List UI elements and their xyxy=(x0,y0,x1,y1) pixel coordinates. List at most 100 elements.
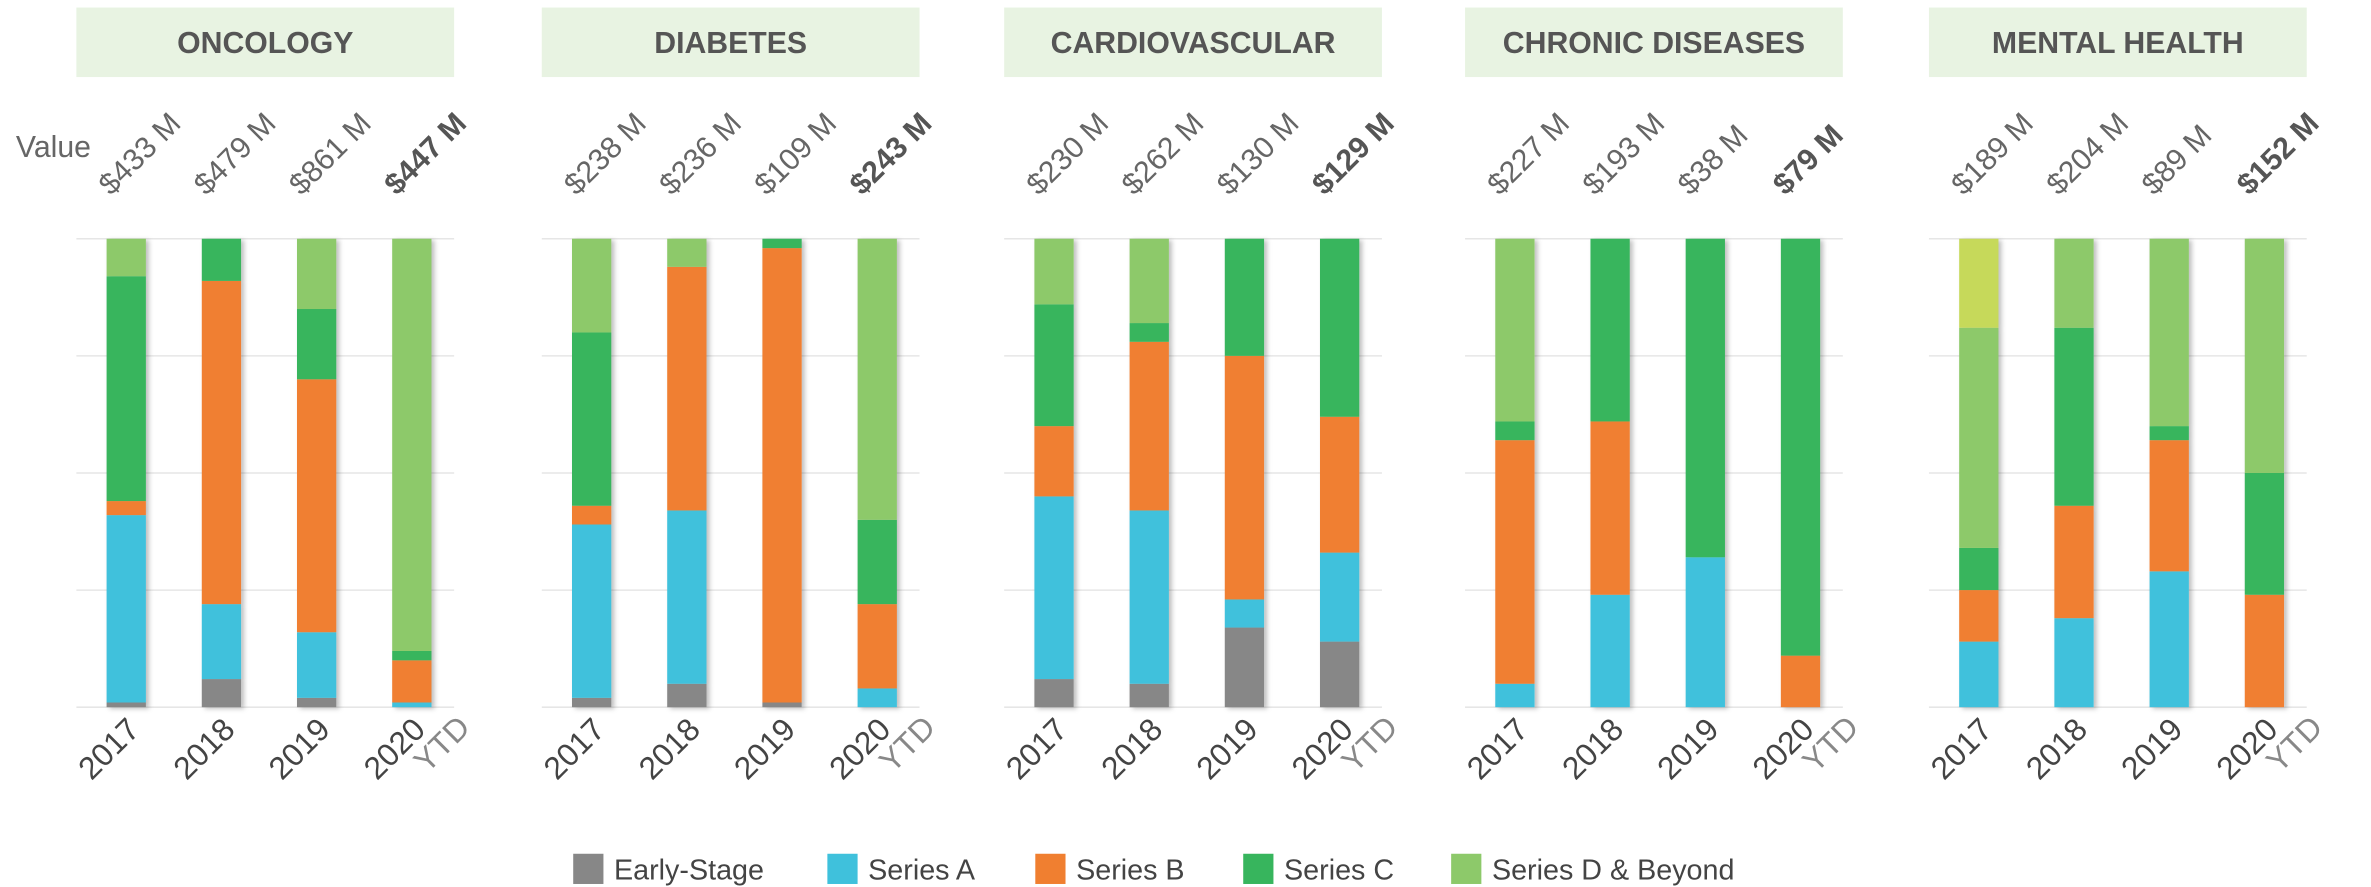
bar-segment xyxy=(1034,304,1074,427)
bar-segment xyxy=(201,604,242,680)
bar-segment xyxy=(392,660,432,703)
total-label: $447 M xyxy=(378,107,473,202)
bar-segment xyxy=(2244,594,2285,708)
stacked-bar xyxy=(1319,238,1360,708)
x-tick-label: 2019 xyxy=(2114,711,2189,786)
x-tick-label: 2018 xyxy=(2019,711,2094,786)
bar-segment xyxy=(1959,590,1999,642)
bar-segment xyxy=(1319,238,1360,417)
bar-segment xyxy=(762,702,802,708)
bar-segment xyxy=(1034,496,1074,680)
x-tick-label: 2020 YTD xyxy=(1745,687,1865,807)
bar-segment xyxy=(1495,683,1535,708)
bar-segment xyxy=(857,688,897,708)
total-label: $479 M xyxy=(188,107,283,202)
bar-segment xyxy=(2054,618,2094,708)
x-tick-label: 2019 xyxy=(1189,711,1264,786)
legend-swatch xyxy=(573,853,604,884)
total-label: $129 M xyxy=(1306,107,1401,202)
total-label: $236 M xyxy=(653,107,748,202)
bar-segment xyxy=(1319,416,1360,553)
bar-segment xyxy=(857,604,897,689)
total-label: $433 M xyxy=(93,107,188,202)
total-label: $38 M xyxy=(1672,119,1755,202)
bar-segment xyxy=(1959,641,1999,708)
legend-label: Early-Stage xyxy=(614,854,764,886)
x-tick-label: 2019 xyxy=(1650,711,1725,786)
bar-segment xyxy=(667,683,707,708)
x-tick-label: 2017 xyxy=(1460,711,1535,786)
bar-segment xyxy=(201,679,242,708)
bar-segment xyxy=(667,510,707,684)
bar-segment xyxy=(296,379,337,633)
x-tick-label: 2018 xyxy=(1094,711,1169,786)
bar-segment xyxy=(667,266,707,511)
legend-label: Series D & Beyond xyxy=(1492,854,1735,886)
legend-label: Series C xyxy=(1284,854,1394,886)
bar-segment xyxy=(106,702,146,708)
panel-header xyxy=(1004,7,1382,78)
bar-segment xyxy=(2149,238,2189,427)
bar-segment xyxy=(2244,238,2285,473)
bar-segment xyxy=(1129,683,1169,708)
stacked-bar xyxy=(2149,238,2189,708)
legend-swatch xyxy=(1035,853,1066,884)
x-tick-label: 2018 xyxy=(166,711,241,786)
total-label: $79 M xyxy=(1767,119,1850,202)
stacked-bar xyxy=(667,238,707,708)
stacked-bar xyxy=(106,238,146,708)
panel-title: CHRONIC DISEASES xyxy=(1503,27,1805,60)
bar-segment xyxy=(857,238,897,520)
bar-segment xyxy=(1959,327,1999,548)
legend-label: Series A xyxy=(868,854,976,886)
stacked-bar xyxy=(1495,238,1535,708)
x-tick-label: 2017 xyxy=(999,711,1074,786)
bar-segment xyxy=(1129,238,1169,324)
total-label: $243 M xyxy=(844,107,939,202)
stacked-bar xyxy=(2244,238,2285,708)
legend-swatch xyxy=(1451,853,1482,884)
panel-header xyxy=(1928,7,2307,78)
legend-swatch xyxy=(1243,853,1274,884)
panel-title: MENTAL HEALTH xyxy=(1992,27,2244,60)
total-label: $152 M xyxy=(2231,107,2326,202)
bar-segment xyxy=(572,332,612,506)
bar-segment xyxy=(1129,510,1169,684)
stacked-bar xyxy=(1780,238,1821,708)
bar-segment xyxy=(1034,238,1074,305)
bar-segment xyxy=(201,238,242,281)
x-tick-label: 2017 xyxy=(1924,711,1999,786)
total-label: $193 M xyxy=(1577,107,1672,202)
bar-segment xyxy=(1224,599,1265,628)
bar-segment xyxy=(1590,421,1630,595)
x-tick-label: 2017 xyxy=(536,711,611,786)
legend-label: Series B xyxy=(1076,854,1184,886)
bar-segment xyxy=(2054,505,2094,619)
stacked-bar xyxy=(1129,238,1169,708)
total-label: $204 M xyxy=(2041,107,2136,202)
stacked-bar xyxy=(392,238,432,708)
stacked-bar xyxy=(857,238,897,708)
bar-segment xyxy=(201,280,242,605)
x-tick-label: 2020 YTD xyxy=(822,687,942,807)
bar-segment xyxy=(572,697,612,708)
bar-segment xyxy=(392,702,432,708)
bar-segment xyxy=(296,238,337,310)
bar-segment xyxy=(1685,557,1725,708)
bar-segment xyxy=(1959,547,1999,591)
total-label: $238 M xyxy=(558,107,653,202)
bar-segment xyxy=(296,309,337,380)
x-tick-label: 2018 xyxy=(632,711,707,786)
bar-segment xyxy=(1959,238,1999,328)
bar-segment xyxy=(1495,421,1535,441)
x-tick-label: 2019 xyxy=(727,711,802,786)
panel-title: DIABETES xyxy=(654,27,807,60)
bar-segment xyxy=(2054,327,2094,506)
stacked-bar xyxy=(1959,238,1999,708)
bar-segment xyxy=(1129,341,1169,511)
bar-segment xyxy=(2149,440,2189,572)
bar-segment xyxy=(1590,238,1630,422)
bar-segment xyxy=(392,238,432,651)
bar-segment xyxy=(1034,426,1074,497)
